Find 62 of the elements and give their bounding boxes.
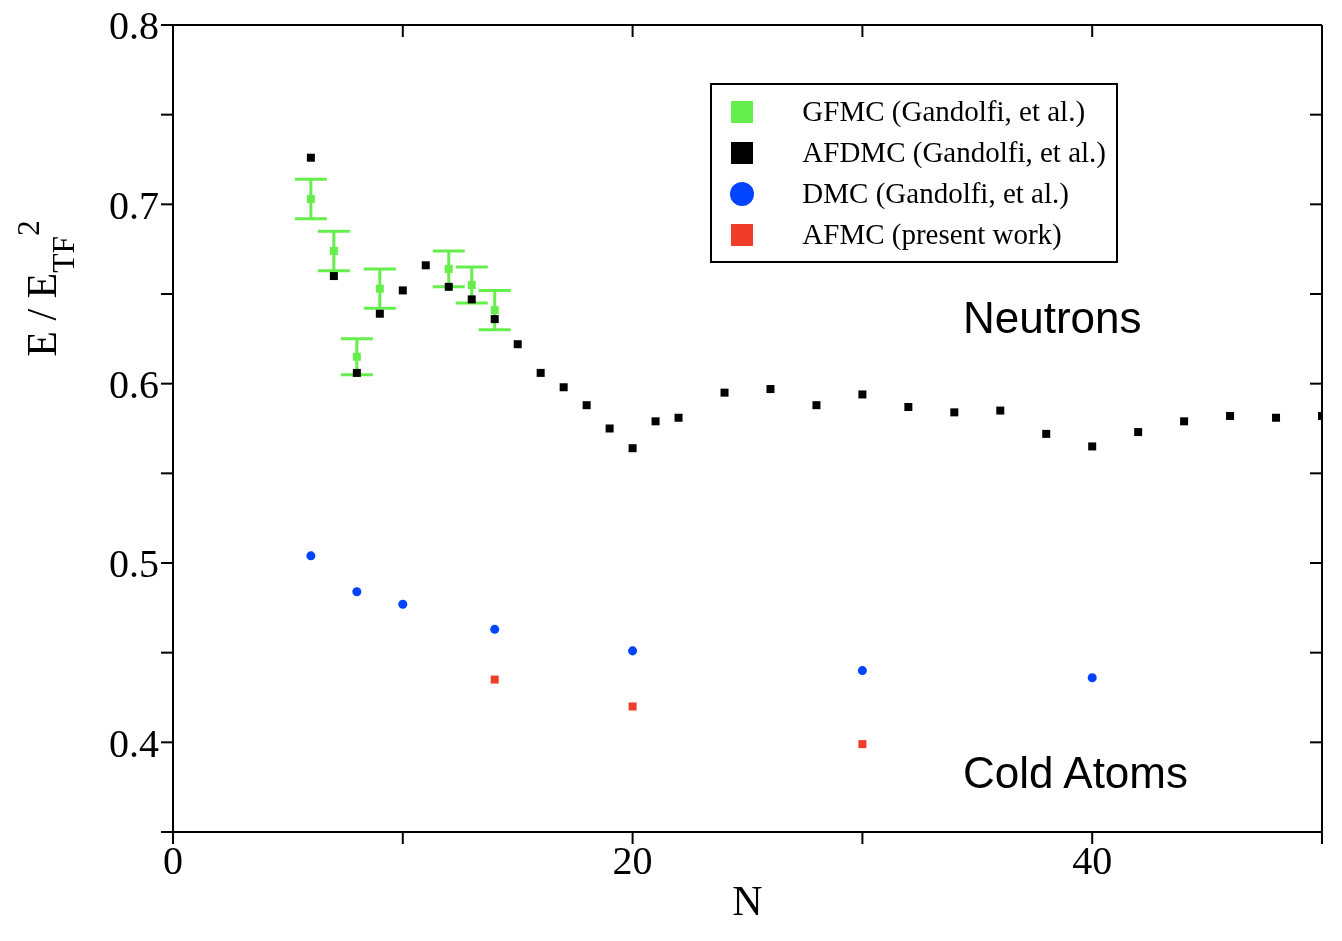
legend-label: AFMC (present work)	[802, 217, 1062, 252]
point	[674, 413, 683, 422]
x-tick-label: 20	[612, 838, 653, 884]
y-tick-label: 0.6	[109, 361, 159, 407]
point	[582, 401, 591, 410]
point	[490, 624, 500, 634]
point	[398, 599, 408, 609]
point	[467, 281, 476, 290]
point	[858, 740, 867, 749]
point	[1226, 411, 1235, 420]
point	[490, 675, 499, 684]
point	[490, 306, 499, 315]
point	[536, 368, 545, 377]
point	[1180, 417, 1189, 426]
point	[375, 309, 384, 318]
point	[306, 551, 316, 561]
legend-label: DMC (Gandolfi, et al.)	[802, 176, 1069, 211]
point	[352, 352, 361, 361]
legend-label: GFMC (Gandolfi, et al.)	[802, 94, 1086, 129]
point	[1087, 673, 1097, 683]
point	[329, 272, 338, 281]
point	[651, 417, 660, 426]
point	[1042, 429, 1051, 438]
y-tick-label: 0.4	[109, 720, 159, 766]
point	[306, 194, 315, 203]
point	[857, 666, 867, 676]
legend-label: AFDMC (Gandolfi, et al.)	[802, 135, 1106, 170]
y-tick-label: 0.5	[109, 541, 159, 587]
point	[490, 315, 499, 324]
y-tick-label: 0.8	[109, 3, 159, 49]
point	[444, 264, 453, 273]
x-axis-title: N	[732, 878, 763, 924]
point	[950, 408, 959, 417]
x-tick-label: 40	[1072, 838, 1113, 884]
point	[605, 424, 614, 433]
y-tick-label: 0.7	[109, 182, 159, 228]
annotation: Neutrons	[963, 293, 1142, 343]
point	[904, 402, 913, 411]
point	[467, 295, 476, 304]
point	[996, 406, 1005, 415]
point	[352, 368, 361, 377]
point	[444, 282, 453, 291]
point	[720, 388, 729, 397]
point	[559, 383, 568, 392]
point	[1088, 442, 1097, 451]
point	[306, 153, 315, 162]
point	[375, 284, 384, 293]
annotation: Cold Atoms	[963, 748, 1188, 798]
point	[628, 646, 638, 656]
point	[398, 286, 407, 295]
point	[421, 261, 430, 270]
point	[628, 702, 637, 711]
point	[1134, 428, 1143, 437]
point	[329, 246, 338, 255]
point	[1272, 413, 1281, 422]
point	[812, 401, 821, 410]
x-tick-label: 0	[163, 838, 183, 884]
point	[766, 385, 775, 394]
point	[513, 340, 522, 349]
point	[352, 587, 362, 597]
point	[858, 390, 867, 399]
point	[628, 444, 637, 453]
